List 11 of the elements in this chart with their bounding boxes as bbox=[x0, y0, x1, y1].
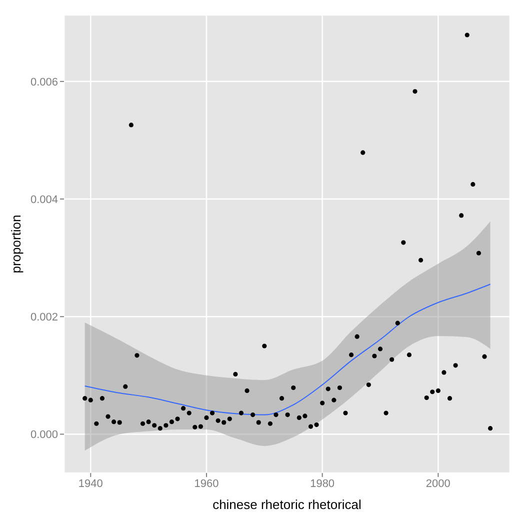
x-tick-label: 2000 bbox=[426, 478, 450, 490]
x-axis-title: chinese rhetoric rhetorical bbox=[212, 497, 362, 512]
y-axis-title: proportion bbox=[8, 214, 24, 274]
x-tick-label: 1960 bbox=[194, 478, 219, 490]
y-tick-label: 0.006 bbox=[30, 76, 58, 88]
line-series bbox=[84, 284, 491, 416]
y-tick-label: 0.004 bbox=[30, 194, 58, 206]
y-tick-label: 0.002 bbox=[30, 312, 58, 324]
y-tick-label: 0.000 bbox=[30, 429, 58, 442]
x-tick-label: 1980 bbox=[310, 478, 335, 490]
x-tick-label: 1940 bbox=[78, 478, 103, 490]
